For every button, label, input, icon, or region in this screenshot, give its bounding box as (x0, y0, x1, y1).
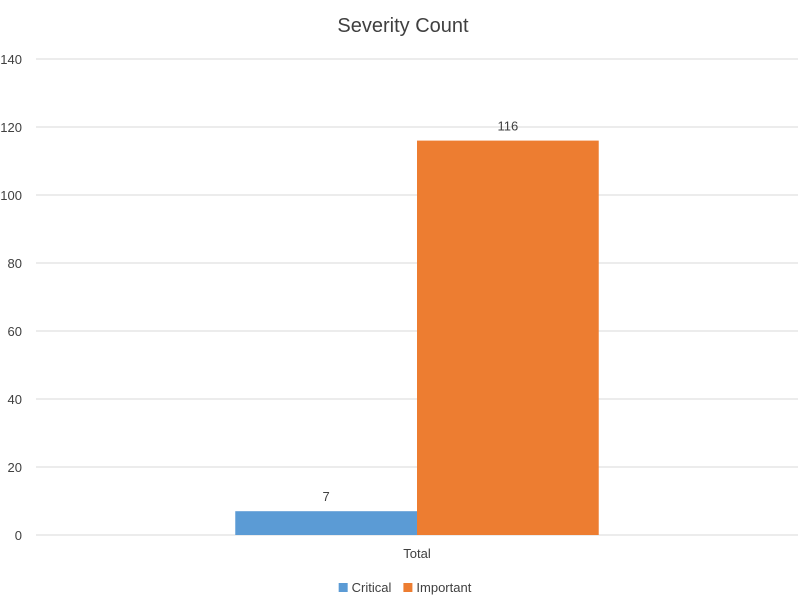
y-tick-label: 100 (0, 188, 22, 203)
data-label-important: 116 (498, 119, 519, 134)
legend-label: Important (416, 580, 471, 595)
legend-label: Critical (352, 580, 392, 595)
bars (235, 140, 599, 535)
x-tick-label: Total (403, 546, 431, 561)
bar-critical (235, 511, 417, 535)
chart-title: Severity Count (337, 15, 469, 37)
y-tick-label: 80 (8, 256, 22, 271)
y-tick-label: 60 (8, 324, 22, 339)
bar-important (417, 140, 599, 535)
y-tick-label: 40 (8, 392, 22, 407)
legend: Critical Important (338, 580, 472, 595)
y-tick-label: 140 (0, 52, 22, 67)
legend-item-important: Important (403, 580, 472, 595)
data-labels: 7 116 (323, 119, 519, 505)
legend-swatch (338, 583, 348, 592)
data-label-critical: 7 (323, 489, 330, 504)
y-axis-ticks: 0 20 40 60 80 100 120 140 (0, 52, 22, 543)
y-tick-label: 0 (15, 528, 22, 543)
legend-item-critical: Critical (338, 580, 392, 595)
legend-swatch (403, 583, 413, 592)
y-tick-label: 120 (0, 120, 22, 135)
y-tick-label: 20 (8, 460, 22, 475)
x-axis-ticks: Total (403, 546, 431, 561)
